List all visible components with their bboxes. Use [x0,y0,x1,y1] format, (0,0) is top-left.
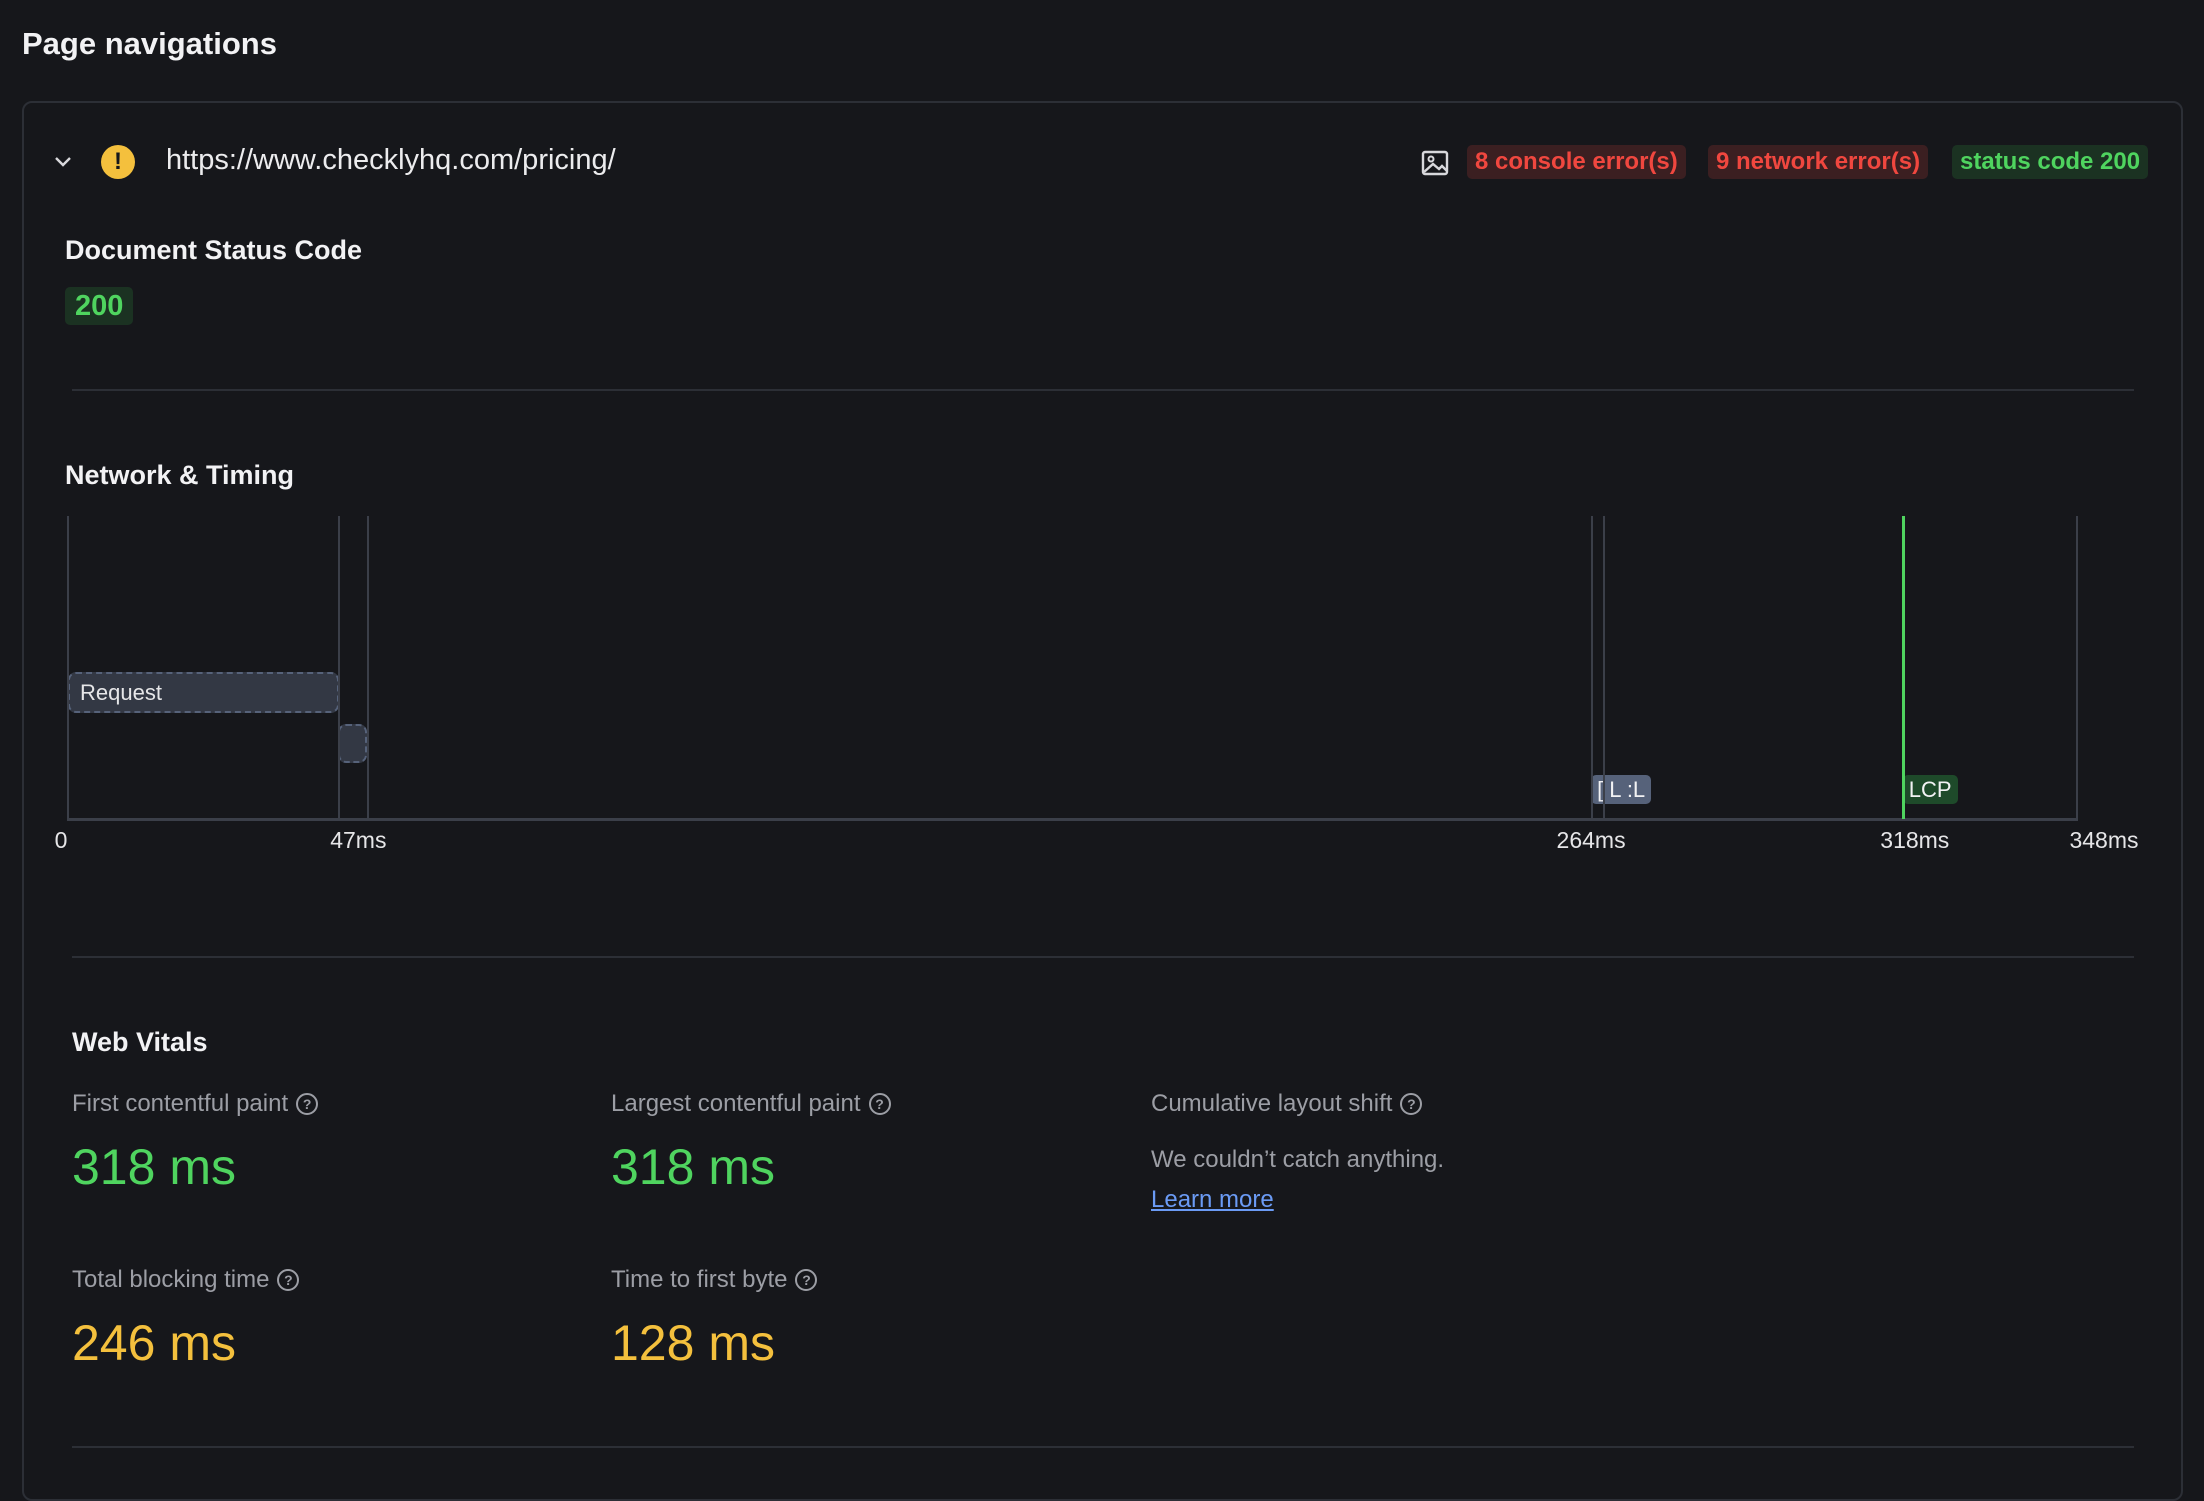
tbt-value: 246 ms [72,1315,236,1371]
divider [72,389,2134,391]
status-code-badge: status code 200 [1952,145,2149,179]
image-icon[interactable] [1420,148,1450,178]
ttfb-label: Time to first byte? [611,1266,818,1294]
x-axis [67,818,2078,821]
guide-line [1591,516,1594,819]
fcp-label: First contentful paint? [72,1090,319,1118]
console-errors-badge[interactable]: 8 console error(s) [1467,145,1686,179]
cls-message: We couldn’t catch anything. [1151,1146,1445,1173]
guide-line [367,516,370,819]
help-icon[interactable]: ? [868,1093,891,1115]
navigation-card [22,101,2183,1501]
warning-icon: ! [101,145,135,179]
chevron-down-icon[interactable] [52,150,74,172]
lcp-value: 318 ms [611,1139,775,1195]
tbt-label-text: Total blocking time [72,1266,270,1293]
help-icon[interactable]: ? [1400,1093,1423,1115]
web-vitals-heading: Web Vitals [72,1027,208,1057]
ttfb-value: 128 ms [611,1315,775,1371]
learn-more-link[interactable]: Learn more [1151,1186,1274,1213]
guide-line [67,516,69,819]
tbt-label: Total blocking time? [72,1266,300,1294]
document-status-heading: Document Status Code [65,235,363,265]
network-errors-badge[interactable]: 9 network error(s) [1708,145,1929,179]
tick-label: 264ms [1556,827,1626,853]
response-bar[interactable] [338,724,368,763]
ttfb-label-text: Time to first byte [611,1266,788,1293]
lcp-label: Largest contentful paint? [611,1090,891,1118]
tick-label: 0 [54,827,68,853]
tick-label: 318ms [1880,827,1950,853]
divider [72,956,2134,958]
page-title: Page navigations [22,26,277,61]
guide-line [1602,516,1605,819]
request-bar[interactable]: Request [68,672,339,713]
help-icon[interactable]: ? [795,1269,818,1291]
network-timing-heading: Network & Timing [65,460,295,490]
tick-label: 348ms [2069,827,2139,853]
marker-label-lcp: LCP [1902,775,1958,804]
marker-label-dcl: [ L :L [1591,775,1652,804]
help-icon[interactable]: ? [277,1269,300,1291]
lcp-marker-line [1901,516,1905,819]
fcp-label-text: First contentful paint [72,1090,289,1117]
fcp-value: 318 ms [72,1139,236,1195]
status-code-value: 200 [65,287,134,325]
navigation-url[interactable]: https://www.checklyhq.com/pricing/ [166,144,616,176]
cls-label: Cumulative layout shift? [1151,1090,1423,1118]
cls-label-text: Cumulative layout shift [1151,1090,1393,1117]
divider [72,1446,2134,1448]
lcp-label-text: Largest contentful paint [611,1090,861,1117]
tick-label: 47ms [330,827,387,853]
guide-line [338,516,341,819]
guide-line [2076,516,2078,819]
help-icon[interactable]: ? [296,1093,319,1115]
